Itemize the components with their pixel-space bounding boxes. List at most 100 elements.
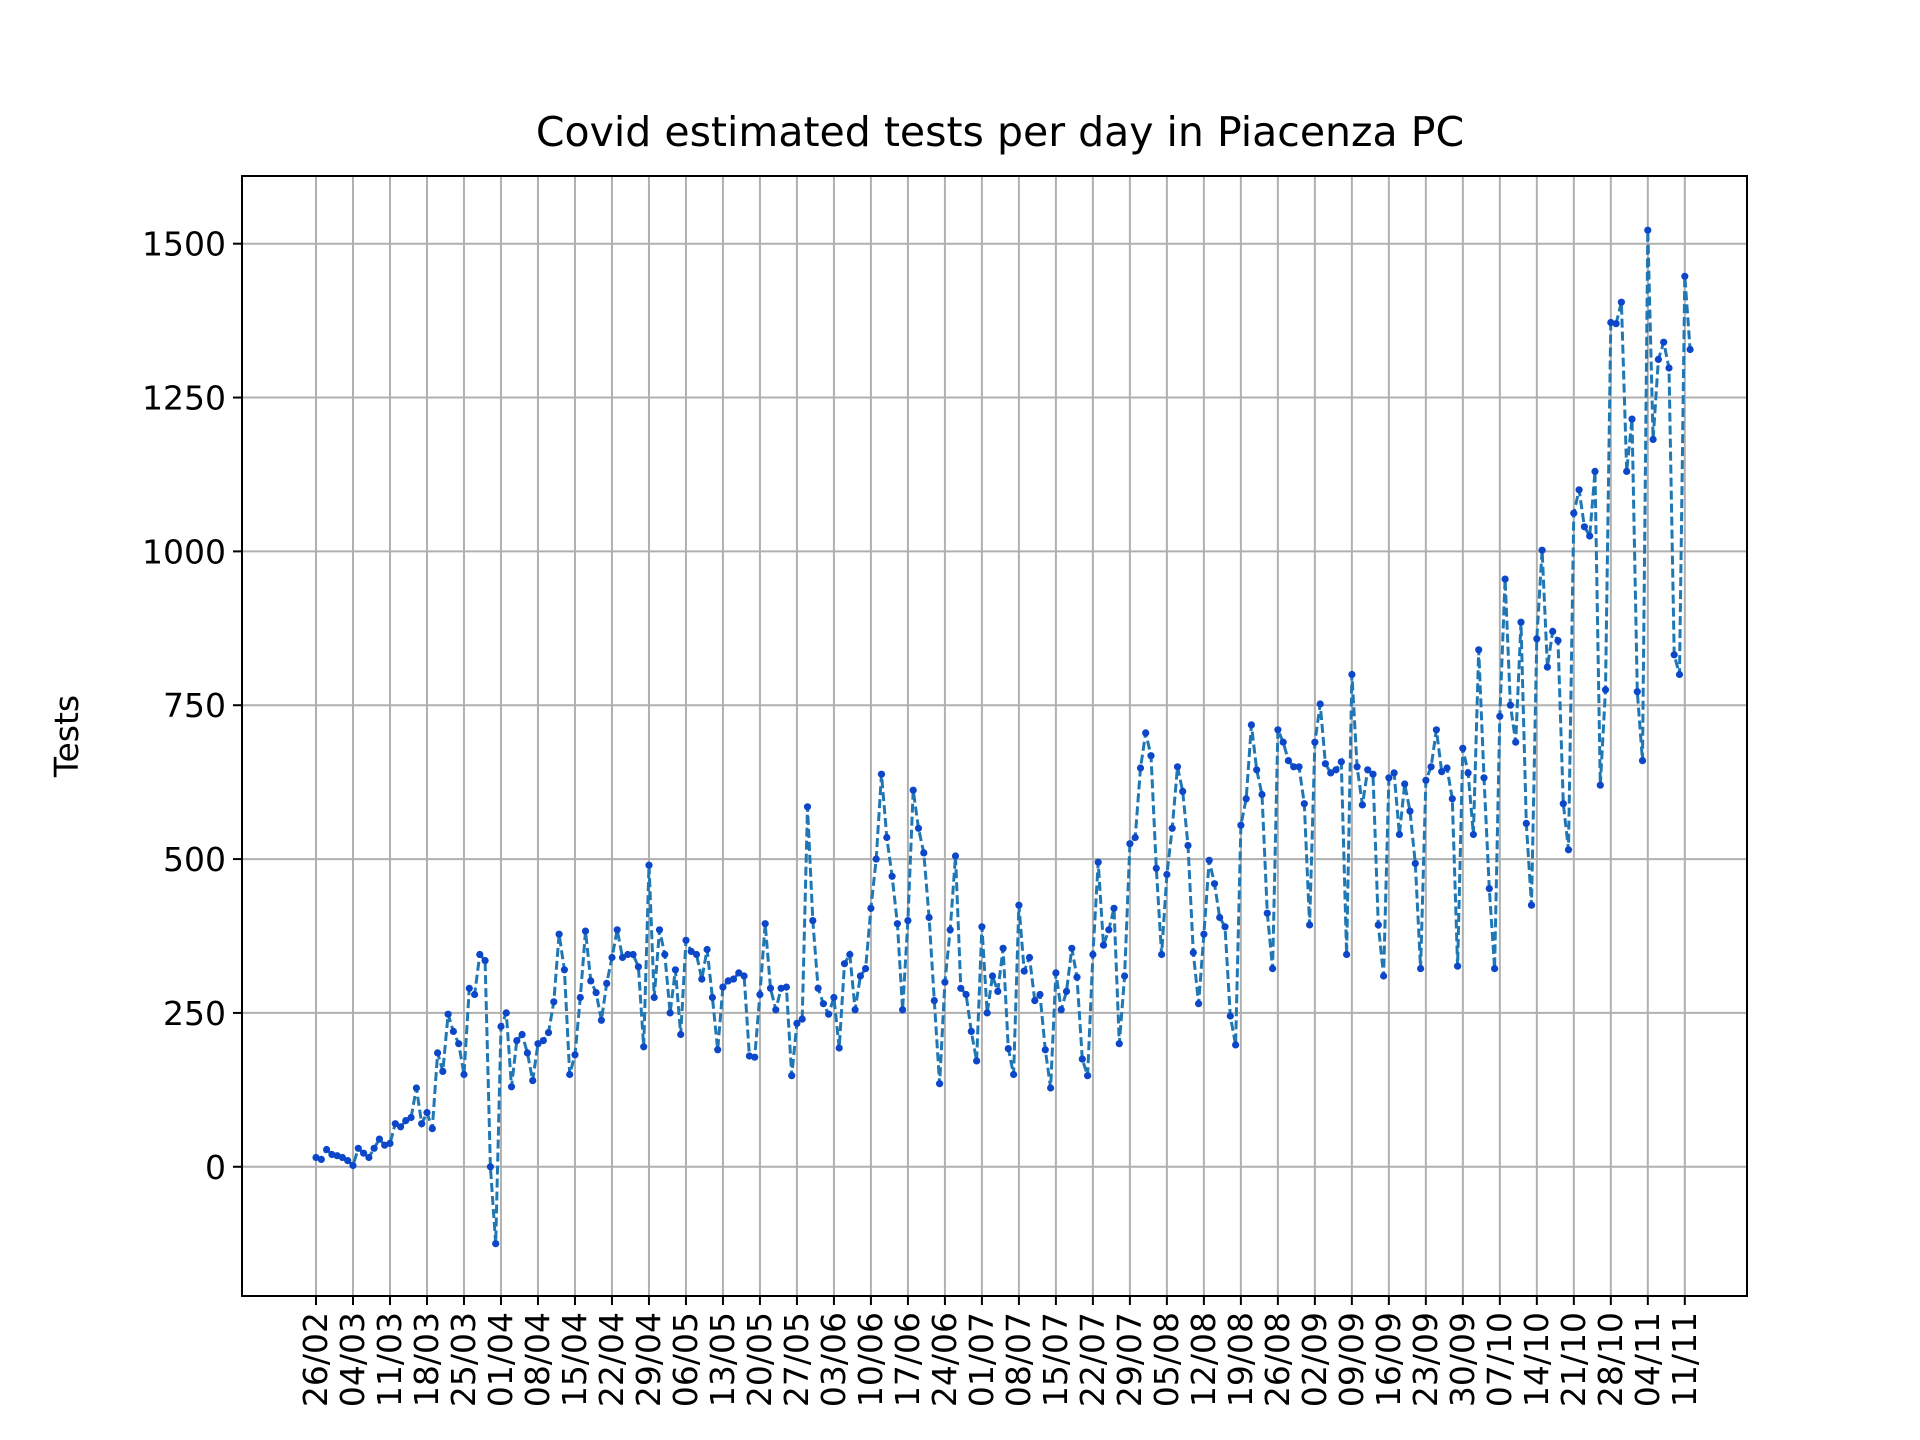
data-point <box>492 1240 500 1248</box>
data-point <box>1617 298 1625 306</box>
data-point <box>344 1157 352 1165</box>
data-point <box>497 1022 505 1031</box>
data-point <box>1089 950 1097 959</box>
data-point <box>634 963 643 971</box>
data-point <box>1501 575 1509 583</box>
data-point <box>1353 763 1361 771</box>
data-point <box>962 990 970 999</box>
data-point <box>1364 766 1372 774</box>
data-point <box>756 990 764 999</box>
x-tick-label: 16/09 <box>1369 1312 1408 1407</box>
data-point <box>825 1010 833 1018</box>
data-point <box>1142 729 1150 737</box>
data-point <box>1195 1000 1203 1008</box>
data-point <box>914 824 923 832</box>
data-point <box>814 984 822 992</box>
data-point <box>618 953 627 962</box>
data-point <box>1427 763 1435 771</box>
data-point <box>687 947 695 956</box>
data-point <box>534 1040 542 1048</box>
data-point <box>1533 635 1541 643</box>
data-point <box>1332 766 1340 774</box>
data-point <box>1448 795 1456 803</box>
data-point <box>888 872 896 880</box>
data-point <box>1469 830 1477 839</box>
data-point <box>566 1070 574 1079</box>
data-point <box>486 1163 494 1171</box>
data-point <box>1020 967 1028 975</box>
data-point <box>1670 651 1678 659</box>
x-tick-label: 22/07 <box>1073 1312 1112 1407</box>
data-point <box>1084 1072 1092 1080</box>
data-point <box>904 917 912 925</box>
x-tick-label: 13/05 <box>703 1312 742 1407</box>
y-tick-label: 250 <box>163 994 226 1033</box>
x-tick-label: 15/04 <box>555 1312 594 1407</box>
data-point <box>544 1029 553 1037</box>
data-point <box>1327 769 1335 777</box>
data-point <box>1380 972 1388 980</box>
data-point <box>412 1084 420 1092</box>
x-tick-label: 30/09 <box>1443 1312 1482 1407</box>
data-point <box>1184 841 1192 850</box>
x-tick-label: 10/06 <box>851 1312 890 1407</box>
data-point <box>1015 901 1023 909</box>
data-point <box>1284 757 1292 765</box>
data-point <box>1660 338 1668 346</box>
data-point <box>1052 969 1060 977</box>
data-point <box>1348 670 1356 679</box>
data-point <box>624 950 632 959</box>
data-point <box>1121 972 1129 980</box>
data-point <box>323 1145 331 1154</box>
data-point <box>1242 795 1250 803</box>
data-point <box>951 852 960 860</box>
data-point <box>1459 744 1467 752</box>
data-point <box>560 966 569 974</box>
data-point <box>597 1016 606 1024</box>
x-tick-label: 29/04 <box>629 1312 668 1407</box>
data-point <box>1078 1055 1086 1063</box>
data-point <box>317 1155 325 1163</box>
y-tick-label: 1000 <box>142 532 226 571</box>
x-tick-label: 04/11 <box>1628 1312 1667 1407</box>
data-point <box>407 1113 415 1122</box>
data-point <box>1554 637 1562 645</box>
data-point <box>703 945 711 954</box>
data-point <box>1549 627 1557 636</box>
data-point <box>1210 880 1219 888</box>
y-axis-label: Tests <box>47 695 86 778</box>
data-point <box>1200 930 1208 938</box>
data-point <box>587 977 595 985</box>
y-tick-label: 750 <box>163 686 226 725</box>
data-point <box>1438 768 1446 776</box>
data-point <box>872 855 880 863</box>
x-tick-label: 14/10 <box>1517 1312 1556 1407</box>
data-point <box>819 1000 828 1008</box>
data-point <box>1163 870 1171 879</box>
data-point <box>1279 738 1287 746</box>
data-point <box>1406 807 1414 815</box>
x-tick-label: 29/07 <box>1110 1312 1149 1407</box>
x-tick-label: 05/08 <box>1147 1312 1186 1407</box>
data-point <box>1464 769 1472 777</box>
y-tick-label: 1500 <box>142 225 226 264</box>
x-tick-label: 01/07 <box>962 1312 1001 1407</box>
x-tick-label: 12/08 <box>1184 1312 1223 1407</box>
data-point <box>1623 467 1631 475</box>
data-point <box>1247 721 1255 729</box>
data-point <box>788 1072 796 1080</box>
x-tick-label: 09/09 <box>1332 1312 1371 1407</box>
data-point <box>809 917 817 925</box>
data-point <box>708 993 717 1002</box>
data-point <box>629 950 637 959</box>
data-point <box>1036 990 1044 999</box>
y-tick-label: 1250 <box>142 379 226 418</box>
data-point <box>677 1030 685 1039</box>
data-point <box>576 993 584 1002</box>
data-point <box>1226 1012 1234 1020</box>
data-point <box>1004 1045 1012 1053</box>
data-point <box>983 1009 991 1017</box>
data-point <box>1168 824 1176 832</box>
data-point <box>1047 1084 1055 1092</box>
